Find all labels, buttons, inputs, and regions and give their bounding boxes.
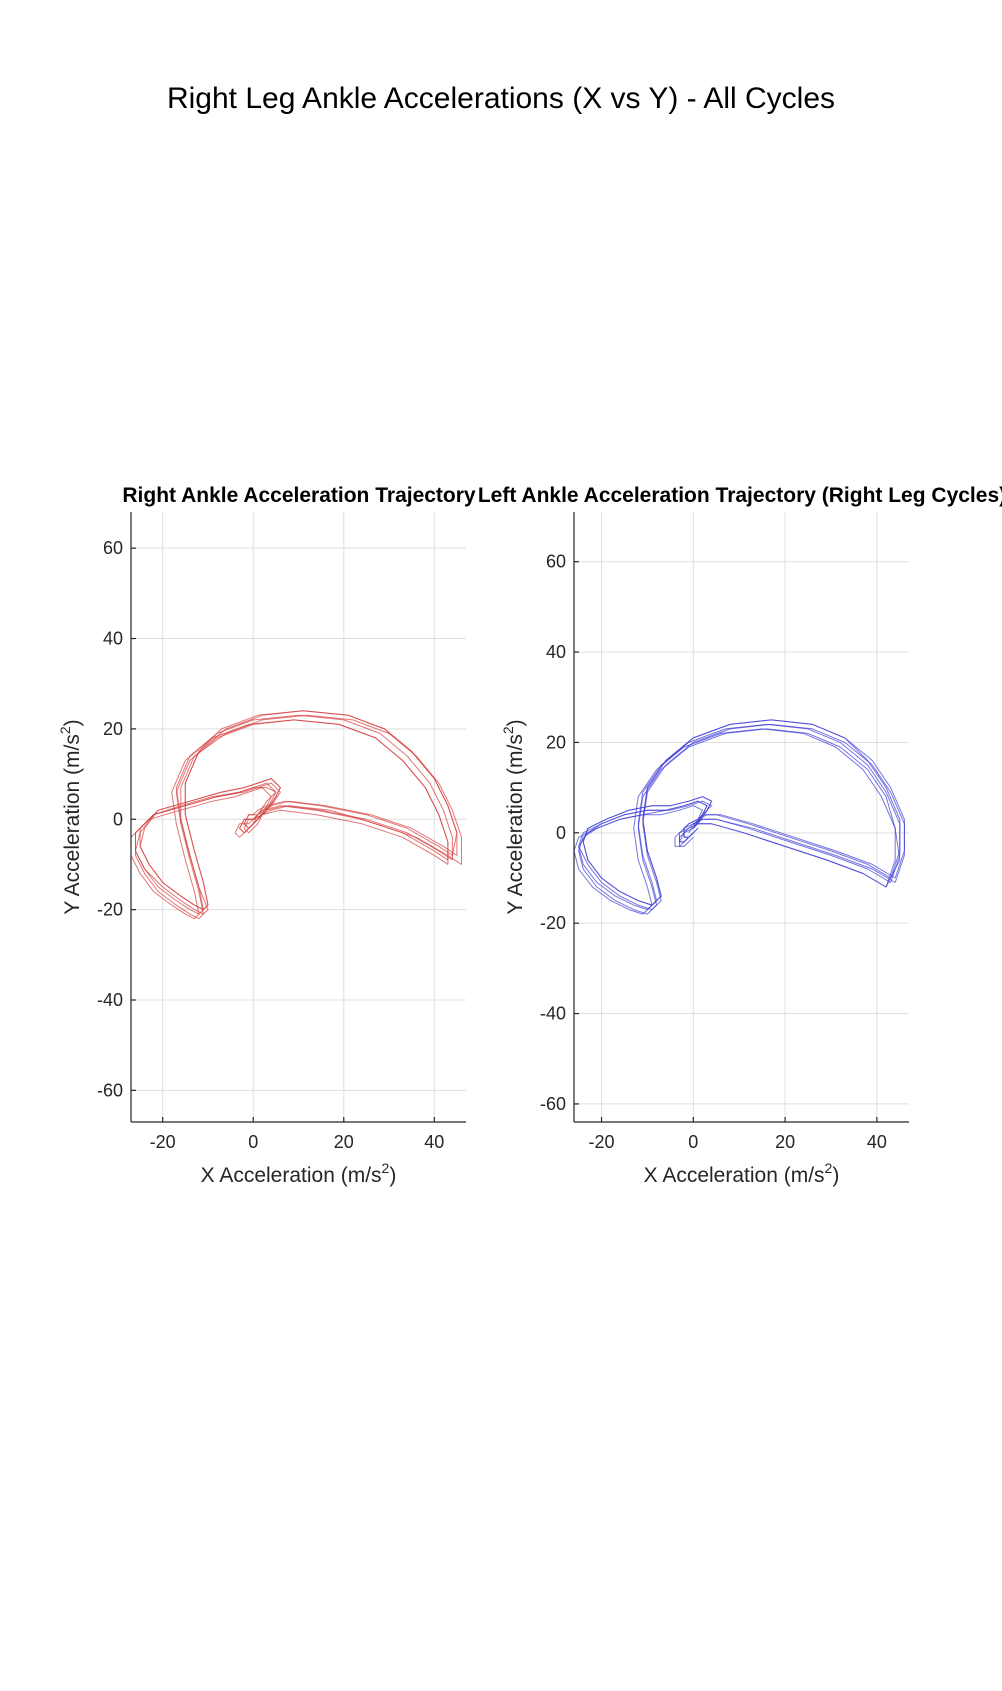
right-trajectory-cycle-1 (135, 714, 453, 915)
right-ankle-axes: -20 0 20 40 -60 -40 -20 0 20 40 60 Right Ankle Acce… (57, 484, 476, 1187)
y-tick-label: 0 (113, 809, 123, 829)
y-tick-label: 20 (546, 732, 566, 752)
left-x-axis-label: X Acceleration (m/s2) (644, 1160, 840, 1187)
left-trajectory-cycle-3 (573, 728, 896, 915)
left-trajectory-cycle-1 (578, 723, 901, 911)
x-tick-label: 20 (775, 1132, 795, 1152)
y-tick-label: 40 (546, 642, 566, 662)
y-tick-label: -40 (97, 990, 123, 1010)
y-tick-label: 60 (546, 552, 566, 572)
y-tick-label: 40 (103, 629, 123, 649)
y-tick-label: 0 (556, 823, 566, 843)
right-x-axis-label: X Acceleration (m/s2) (201, 1160, 397, 1187)
x-tick-label: 0 (688, 1132, 698, 1152)
x-tick-label: 40 (867, 1132, 887, 1152)
y-tick-label: 60 (103, 538, 123, 558)
right-traces (130, 710, 462, 920)
right-trajectory-cycle-3 (130, 719, 449, 920)
right-trajectory-cycle-2 (139, 710, 458, 911)
y-tick-label: -40 (540, 1004, 566, 1024)
right-grid (131, 512, 466, 1122)
right-axes-title: Right Ankle Acceleration Trajectory (122, 484, 476, 507)
left-ankle-axes: -20 0 20 40 -60 -40 -20 0 20 40 60 Left Ankle Accel… (478, 484, 1002, 1187)
x-tick-label: -20 (589, 1132, 615, 1152)
left-trajectory-cycle-4 (578, 723, 905, 911)
y-tick-label: -20 (97, 900, 123, 920)
left-trajectory-cycle-2 (582, 719, 905, 906)
left-y-axis-label: Y Acceleration (m/s2) (500, 719, 527, 914)
x-tick-label: 20 (334, 1132, 354, 1152)
y-tick-label: -60 (97, 1080, 123, 1100)
right-trajectory-cycle-6 (139, 710, 458, 911)
left-trajectory-cycle-5 (578, 728, 901, 915)
x-tick-label: 40 (424, 1132, 444, 1152)
left-axes-title: Left Ankle Acceleration Trajectory (Righ… (478, 484, 1002, 507)
right-trajectory-cycle-4 (135, 714, 462, 915)
left-traces (573, 719, 905, 915)
x-tick-label: -20 (150, 1132, 176, 1152)
left-trajectory-cycle-6 (582, 719, 901, 906)
x-tick-label: 0 (248, 1132, 258, 1152)
y-tick-label: 20 (103, 719, 123, 739)
right-y-axis-label: Y Acceleration (m/s2) (57, 719, 84, 914)
figure-title: Right Leg Ankle Accelerations (X vs Y) -… (167, 82, 835, 115)
y-tick-label: -60 (540, 1094, 566, 1114)
y-tick-label: -20 (540, 913, 566, 933)
left-grid (574, 512, 909, 1122)
